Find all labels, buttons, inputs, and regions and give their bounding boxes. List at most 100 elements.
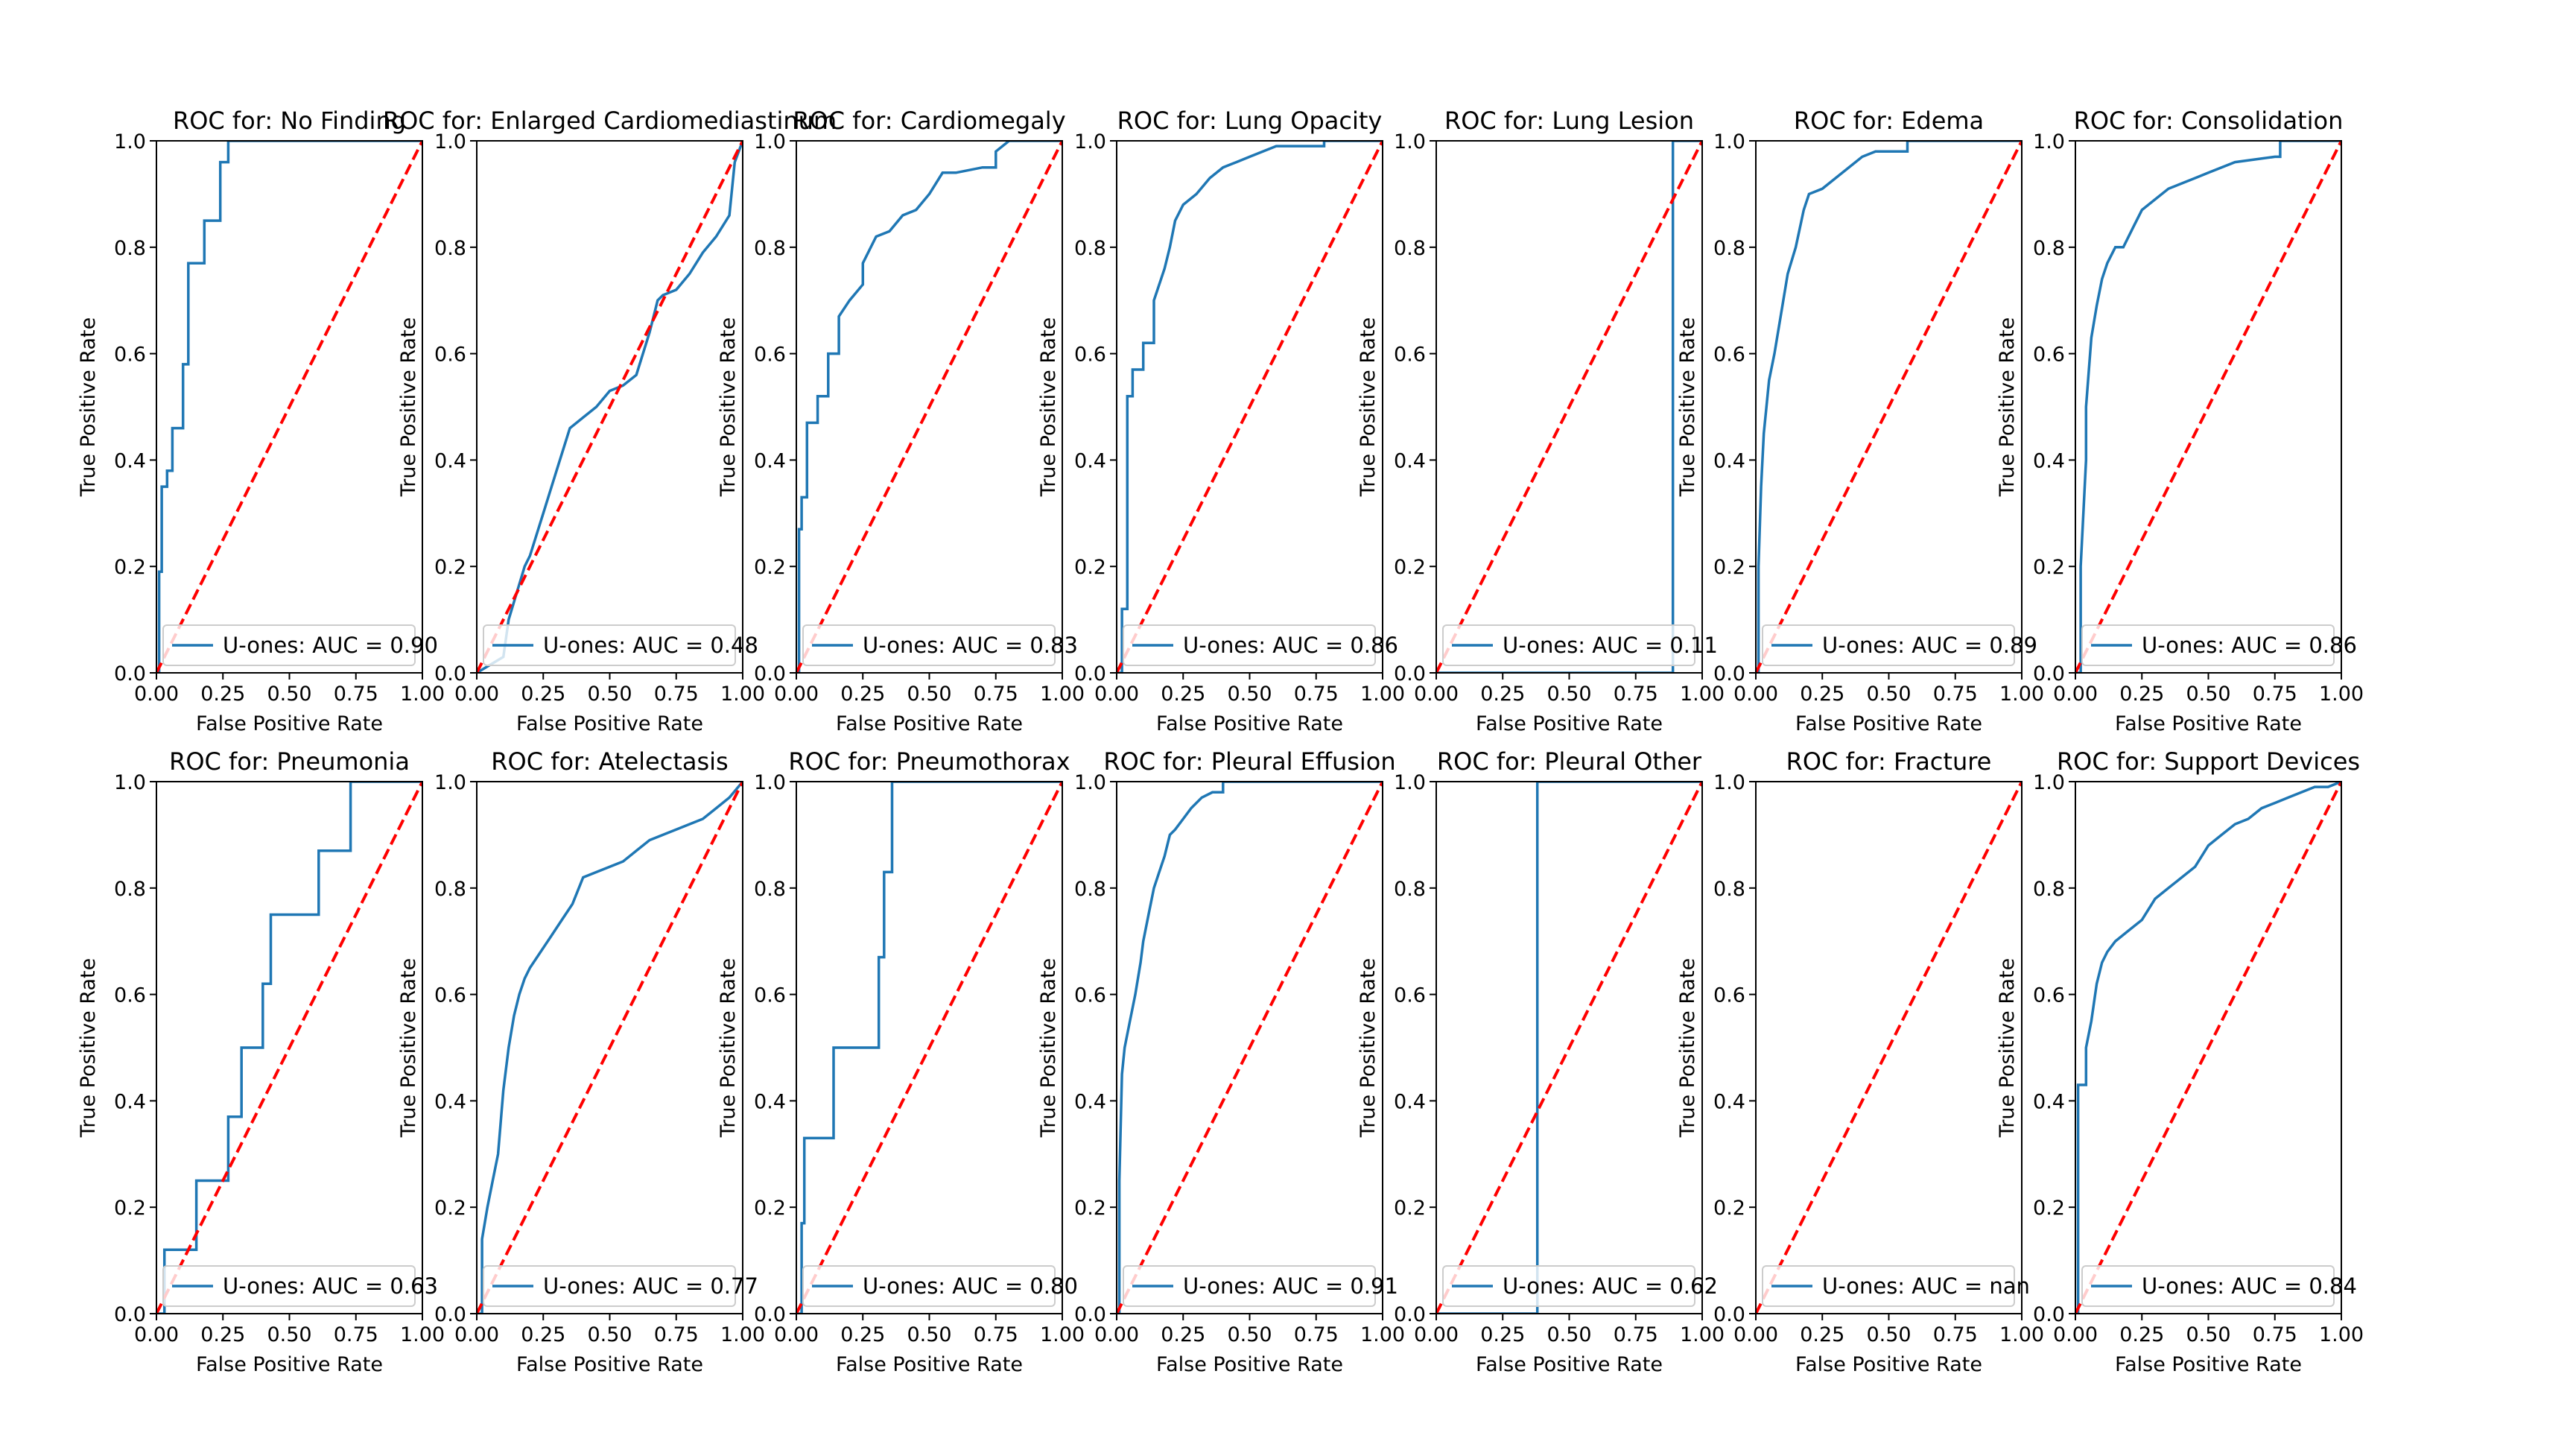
x-tick-label: 0.25 — [2119, 683, 2164, 706]
y-tick-label: 0.6 — [434, 343, 466, 367]
roc-curve — [1756, 141, 2022, 673]
roc-curve — [1436, 141, 1702, 673]
legend-label: U-ones: AUC = 0.91 — [1183, 1273, 1398, 1299]
subplot-title: ROC for: Consolidation — [2074, 107, 2344, 135]
legend-box — [1442, 1265, 1695, 1307]
y-tick-label: 0.6 — [1074, 343, 1106, 367]
y-tick-label: 0.4 — [2033, 1090, 2065, 1113]
roc-curve — [477, 141, 743, 673]
x-tick-label: 0.25 — [200, 683, 245, 706]
roc-curve — [796, 782, 1062, 1314]
legend-label: U-ones: AUC = 0.80 — [863, 1273, 1078, 1299]
x-tick-label: 0.25 — [1161, 1323, 1205, 1346]
chance-line — [2075, 782, 2341, 1314]
y-axis-label: True Positive Rate — [1037, 958, 1060, 1139]
x-tick-label: 0.75 — [974, 683, 1018, 706]
chance-line — [796, 141, 1062, 673]
y-tick-label: 0.0 — [1394, 1303, 1426, 1326]
y-tick-label: 0.2 — [114, 1197, 146, 1220]
axes-frame — [2075, 140, 2342, 674]
y-axis-label: True Positive Rate — [397, 317, 420, 498]
x-tick-label: 1.00 — [720, 1323, 765, 1346]
y-tick-label: 0.4 — [1713, 1090, 1745, 1113]
y-tick-label: 0.6 — [1713, 343, 1745, 367]
x-tick-label: 0.00 — [774, 1323, 819, 1346]
x-tick-label: 0.75 — [1614, 683, 1658, 706]
legend-label: U-ones: AUC = 0.83 — [863, 633, 1078, 658]
y-tick-label: 0.8 — [1074, 237, 1106, 260]
y-axis-label: True Positive Rate — [1676, 317, 1699, 498]
x-tick-label: 0.25 — [840, 683, 885, 706]
y-tick-label: 0.4 — [114, 449, 146, 472]
chance-line — [1436, 782, 1702, 1314]
y-tick-label: 0.2 — [1713, 1197, 1745, 1220]
y-tick-label: 0.8 — [754, 878, 786, 901]
x-axis-label: False Positive Rate — [836, 712, 1023, 735]
legend-label: U-ones: AUC = 0.86 — [1183, 633, 1398, 658]
y-tick-label: 1.0 — [434, 771, 466, 794]
x-tick-label: 0.25 — [2119, 1323, 2164, 1346]
x-tick-label: 0.50 — [1866, 1323, 1911, 1346]
x-axis-label: False Positive Rate — [2115, 1353, 2302, 1376]
y-tick-label: 0.8 — [1394, 878, 1426, 901]
legend-label: U-ones: AUC = 0.62 — [1503, 1273, 1718, 1299]
x-tick-label: 1.00 — [1040, 1323, 1085, 1346]
x-tick-label: 0.00 — [2053, 1323, 2098, 1346]
x-tick-label: 1.00 — [720, 683, 765, 706]
y-tick-label: 0.8 — [1394, 237, 1426, 260]
legend-box — [1123, 1265, 1376, 1307]
y-tick-label: 0.8 — [434, 878, 466, 901]
x-tick-label: 1.00 — [1360, 683, 1405, 706]
roc-curve — [2075, 141, 2341, 673]
legend: U-ones: AUC = 0.86 — [1123, 624, 1398, 666]
x-tick-label: 0.75 — [654, 1323, 699, 1346]
plot-area — [156, 141, 422, 673]
y-tick-label: 0.6 — [114, 984, 146, 1007]
y-tick-label: 0.0 — [1713, 1303, 1745, 1326]
y-tick-label: 1.0 — [1074, 771, 1106, 794]
y-tick-label: 0.2 — [114, 556, 146, 579]
subplot-title: ROC for: Pneumothorax — [788, 747, 1070, 776]
x-tick-label: 0.00 — [1094, 1323, 1139, 1346]
legend-box — [162, 1265, 416, 1307]
roc-curve — [156, 141, 422, 673]
y-tick-label: 0.4 — [2033, 449, 2065, 472]
x-tick-label: 0.00 — [454, 683, 499, 706]
y-tick-label: 0.2 — [1713, 556, 1745, 579]
subplot-title: ROC for: Cardiomegaly — [793, 107, 1065, 135]
y-tick-label: 0.0 — [434, 662, 466, 686]
plot-area — [2075, 782, 2341, 1314]
x-tick-label: 0.25 — [1800, 683, 1844, 706]
x-tick-label: 0.75 — [1614, 1323, 1658, 1346]
y-tick-label: 0.4 — [1074, 1090, 1106, 1113]
legend: U-ones: AUC = 0.48 — [483, 624, 758, 666]
legend: U-ones: AUC = 0.77 — [483, 1265, 758, 1307]
y-tick-label: 0.2 — [2033, 556, 2065, 579]
legend-box — [1762, 624, 2015, 666]
roc-curve — [1117, 141, 1383, 673]
roc-curve — [477, 782, 743, 1314]
roc-curve — [1117, 782, 1383, 1314]
plot-area — [1117, 141, 1383, 673]
subplot-title: ROC for: Support Devices — [2057, 747, 2360, 776]
x-tick-label: 0.00 — [1094, 683, 1139, 706]
roc-subplot: ROC for: Pleural Other 0.00 0.25 0.50 0.75 1.… — [1357, 747, 1725, 1376]
y-tick-label: 0.6 — [1394, 343, 1426, 367]
y-axis-label: True Positive Rate — [717, 317, 740, 498]
roc-curve — [1436, 782, 1702, 1314]
y-tick-label: 0.4 — [1074, 449, 1106, 472]
plot-area — [1436, 141, 1702, 673]
legend: U-ones: AUC = 0.11 — [1442, 624, 1718, 666]
y-tick-label: 0.0 — [1713, 662, 1745, 686]
y-tick-label: 0.6 — [2033, 984, 2065, 1007]
x-tick-label: 1.00 — [1040, 683, 1085, 706]
legend-label: U-ones: AUC = 0.48 — [543, 633, 758, 658]
axes-frame — [476, 781, 743, 1314]
roc-subplot: ROC for: Support Devices 0.00 0.25 0.50 0.75… — [1996, 747, 2364, 1376]
legend: U-ones: AUC = 0.90 — [162, 624, 438, 666]
subplot-title: ROC for: Atelectasis — [491, 747, 728, 776]
y-tick-label: 0.0 — [2033, 662, 2065, 686]
y-tick-label: 0.6 — [1074, 984, 1106, 1007]
